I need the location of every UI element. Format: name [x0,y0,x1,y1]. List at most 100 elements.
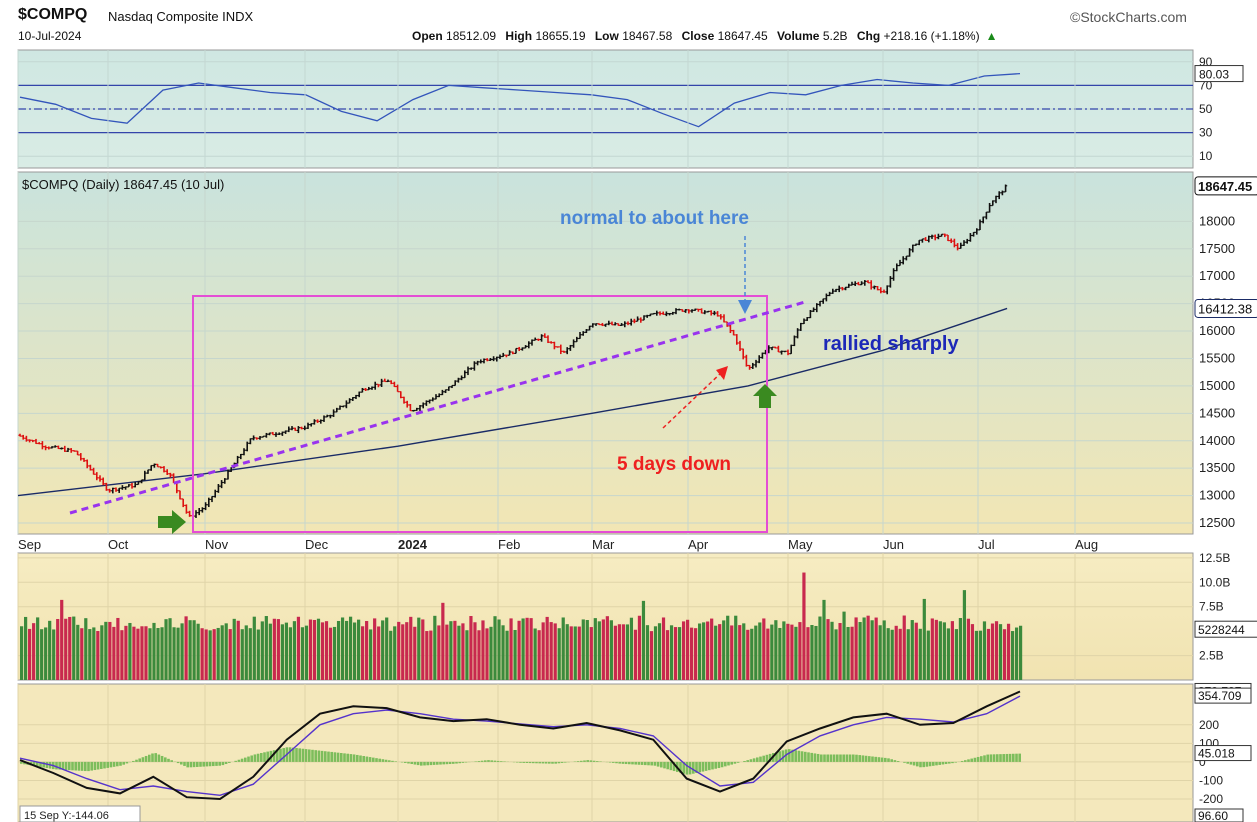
macd-hist-bar [244,757,247,762]
macd-hist-bar [439,761,442,765]
volume-bar [108,621,112,680]
macd-hist-bar [256,753,260,762]
volume-bar [348,616,353,680]
macd-hist-bar [775,752,778,762]
volume-bar [72,616,76,680]
macd-hist-bar [320,750,324,762]
trendline [69,300,806,515]
macd-hist-bar [727,761,730,766]
macd-tick-label: -100 [1199,773,1223,787]
macd-hist-bar [100,761,103,769]
macd-hist-bar [752,758,756,762]
volume-bar [850,626,854,680]
macd-hist-bar [176,761,180,764]
macd-hist-bar [484,760,487,762]
macd-hist-bar [564,761,567,763]
macd-hist-bar [986,754,989,762]
macd-hist-bar [496,760,500,762]
volume-bar [148,628,152,680]
volume-bar [874,617,878,680]
volume-bar [88,629,92,680]
macd-hist-bar [637,761,641,765]
macd-hist-bar [343,753,346,762]
macd-hist-bar [672,761,676,772]
macd-hist-bar [583,760,586,762]
volume-bar [465,630,469,680]
volume-bar [413,626,417,680]
volume-bar [806,627,810,680]
macd-hist-bar [948,761,951,764]
macd-hist-bar [461,761,465,763]
high-label: High [505,29,533,43]
macd-hist-bar [829,754,833,762]
macd-hist-bar [71,761,74,771]
volume-bar [200,628,204,680]
macd-hist-bar [103,761,106,769]
macd-hist-bar [848,754,852,762]
volume-bar [866,615,870,680]
volume-bar [513,629,517,680]
macd-hist-bar [381,759,385,762]
volume-bar [124,625,128,680]
macd-hist-bar [352,754,356,762]
macd-hist-bar [112,761,116,767]
volume-bar [533,628,537,680]
macd-hist-bar [586,760,589,762]
macd-hist-bar [896,761,900,762]
macd-hist-bar [151,753,154,762]
macd-hist-bar [576,761,580,762]
volume-bar [694,628,698,680]
volume-bar [978,630,983,680]
volume-bar [878,625,882,680]
volume-bar [457,625,461,680]
macd-hist-bar [1002,754,1005,762]
macd-hist-bar [941,761,945,765]
volume-bar [497,619,501,680]
macd-hist-bar [154,753,157,762]
volume-bar [76,624,80,680]
volume-bar [332,626,337,680]
macd-hist-bar [368,757,372,762]
volume-bar [417,617,421,680]
volume-bar [553,623,557,680]
volume-bar [597,621,601,680]
volume-bar [942,622,946,680]
volume-bar [746,629,750,680]
volume-bar [276,619,280,680]
volume-bar [481,620,485,680]
macd-hist-bar [253,754,257,762]
macd-hist-bar [733,761,737,764]
volume-bar [48,620,52,680]
volume-bar [136,628,140,680]
macd-hist-bar [340,753,343,762]
volume-bar [910,620,914,680]
macd-hist-bar [666,761,669,770]
volume-bar [1018,625,1023,680]
macd-hist-bar [768,753,772,762]
volume-value-label: 5228244 [1198,623,1245,637]
rsi-tick-label: 10 [1199,149,1213,163]
macd-hist-bar [404,761,407,763]
volume-bar [280,624,284,680]
macd-hist-bar [500,761,503,762]
macd-hist-bar [695,761,698,773]
volume-bar [862,617,866,680]
macd-hist-bar [669,761,673,771]
volume-bar [128,622,132,680]
macd-hist-bar [90,761,93,771]
macd-hist-bar [138,758,141,762]
macd-tick-label: 0 [1199,755,1206,769]
macd-hist-bar [263,752,266,762]
macd-hist-bar [295,748,298,762]
volume-bar [545,616,549,680]
macd-hist-bar [189,761,193,768]
macd-hist-bar [644,761,647,766]
macd-hist-bar [20,761,23,764]
volume-bar [160,627,164,680]
macd-hist-bar [298,748,301,762]
volume-bar [958,617,963,680]
volume-bar [264,616,268,680]
volume-bar [585,620,589,680]
macd-hist-bar [916,761,919,767]
